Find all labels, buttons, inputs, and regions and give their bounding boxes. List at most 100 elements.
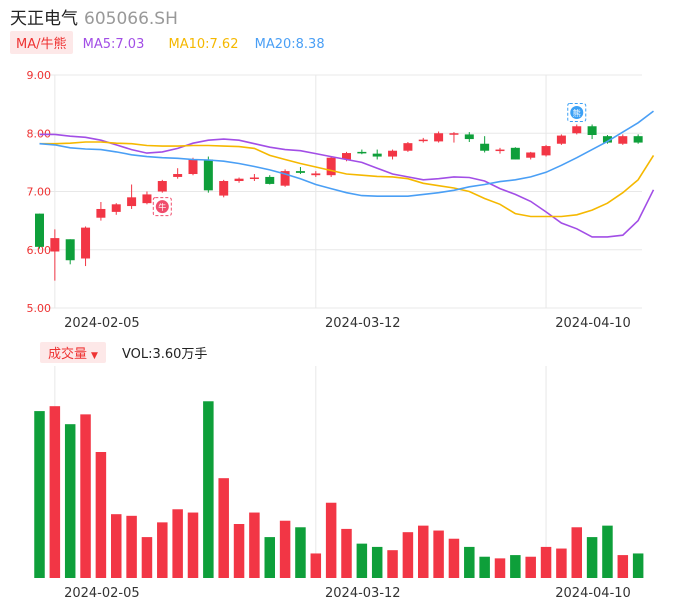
candle bbox=[633, 134, 643, 144]
candle bbox=[357, 149, 367, 155]
volume-bar bbox=[510, 555, 521, 578]
volume-bar bbox=[34, 411, 45, 578]
candle bbox=[173, 168, 183, 179]
ma-line-ma20 bbox=[39, 110, 654, 197]
volume-bar bbox=[203, 401, 214, 578]
volume-bar bbox=[540, 546, 552, 578]
candle bbox=[618, 134, 628, 145]
candle-body bbox=[572, 126, 582, 134]
caret-down-icon: ▼ bbox=[91, 351, 98, 361]
candle bbox=[372, 149, 382, 160]
candle-body bbox=[188, 159, 198, 175]
volume-bar bbox=[157, 522, 168, 578]
candle-body bbox=[203, 159, 213, 191]
candle-body bbox=[510, 147, 520, 160]
y-tick-label: 5.00 bbox=[27, 302, 52, 315]
y-tick-label: 8.00 bbox=[27, 127, 52, 140]
candle-body bbox=[633, 136, 643, 143]
candle bbox=[157, 179, 167, 193]
candle-body bbox=[249, 177, 259, 180]
candle bbox=[556, 134, 566, 145]
candle-body bbox=[342, 153, 351, 160]
ma-line-ma5 bbox=[39, 133, 655, 238]
candle bbox=[388, 149, 398, 160]
volume-bar bbox=[586, 537, 598, 578]
volume-bar bbox=[464, 546, 475, 578]
volume-bar bbox=[310, 553, 322, 578]
candle bbox=[480, 136, 490, 153]
volume-bar bbox=[479, 556, 490, 578]
candle bbox=[280, 169, 290, 187]
volume-bar bbox=[494, 558, 506, 578]
x-tick-label: 2024-04-10 bbox=[555, 586, 631, 601]
candle-body bbox=[173, 174, 183, 177]
y-tick-label: 6.00 bbox=[27, 244, 52, 257]
volume-bar bbox=[632, 553, 644, 578]
candle bbox=[219, 179, 229, 198]
candle bbox=[50, 229, 60, 281]
candle bbox=[311, 171, 321, 177]
x-tick-label: 2024-02-05 bbox=[64, 316, 140, 330]
candle bbox=[81, 226, 91, 267]
ma20-label: MA20:8.38 bbox=[254, 37, 325, 52]
candle-body bbox=[96, 208, 106, 218]
volume-bar bbox=[264, 537, 275, 578]
candle-body bbox=[65, 239, 75, 261]
candle-body bbox=[495, 149, 505, 152]
candle bbox=[541, 144, 551, 157]
candle bbox=[449, 132, 459, 143]
volume-bar bbox=[356, 543, 368, 578]
marker-badge bbox=[570, 106, 584, 120]
volume-bar bbox=[233, 524, 245, 578]
volume-bar bbox=[172, 509, 183, 578]
volume-bar bbox=[371, 546, 383, 578]
stock-code: 605066.SH bbox=[84, 9, 178, 29]
candle-body bbox=[111, 204, 121, 212]
volume-bar bbox=[187, 512, 199, 578]
volume-bar bbox=[418, 525, 429, 578]
y-tick-label: 9.00 bbox=[27, 69, 52, 82]
price-chart[interactable]: 9.00 8.00 7.00 6.00 5.00 2024-02-05 2024-03-12… bbox=[0, 0, 686, 330]
candle-body bbox=[434, 133, 444, 142]
volume-chart[interactable]: 2024-02-05 2024-03-12 2024-04-10 bbox=[0, 366, 686, 606]
bull-marker-icon: 牛 bbox=[152, 197, 172, 217]
ma10-label: MA10:7.62 bbox=[168, 37, 239, 52]
x-tick-label: 2024-03-12 bbox=[325, 586, 401, 601]
volume-bar bbox=[95, 452, 107, 578]
candle bbox=[96, 201, 106, 221]
candle-body bbox=[326, 157, 336, 176]
ma5-label: MA5:7.03 bbox=[82, 37, 145, 52]
candle-body bbox=[127, 197, 137, 207]
volume-value: VOL:3.60万手 bbox=[121, 347, 208, 362]
candle-body bbox=[234, 178, 244, 182]
candle-body bbox=[265, 176, 275, 184]
ma-toggle-button[interactable]: MA/牛熊 bbox=[10, 31, 73, 54]
ma-line-ma10 bbox=[39, 141, 655, 218]
candle bbox=[510, 147, 520, 160]
x-tick-label: 2024-02-05 bbox=[64, 586, 140, 601]
candle bbox=[418, 137, 428, 143]
volume-bar bbox=[279, 520, 291, 578]
candle bbox=[495, 147, 505, 154]
marker-frame bbox=[152, 197, 172, 217]
volume-toggle-button[interactable]: 成交量 ▼ bbox=[40, 342, 106, 363]
candle bbox=[65, 239, 75, 265]
candle-body bbox=[587, 126, 597, 135]
candle-body bbox=[618, 136, 628, 144]
stock-name: 天正电气 bbox=[10, 9, 78, 29]
candle-body bbox=[541, 146, 551, 156]
candle bbox=[265, 175, 275, 185]
candle-body bbox=[157, 181, 167, 192]
candle-body bbox=[403, 143, 413, 151]
candle-body bbox=[372, 153, 382, 157]
volume-bar bbox=[325, 502, 337, 578]
candle bbox=[203, 156, 213, 193]
candle-body bbox=[464, 134, 474, 140]
volume-bar bbox=[387, 550, 398, 578]
volume-bar bbox=[295, 527, 306, 578]
volume-legend: 成交量 ▼ VOL:3.60万手 bbox=[40, 342, 208, 363]
volume-bar bbox=[602, 525, 613, 578]
volume-bar bbox=[556, 548, 567, 578]
candle-body bbox=[50, 238, 60, 252]
stock-title: 天正电气 605066.SH bbox=[10, 4, 178, 29]
